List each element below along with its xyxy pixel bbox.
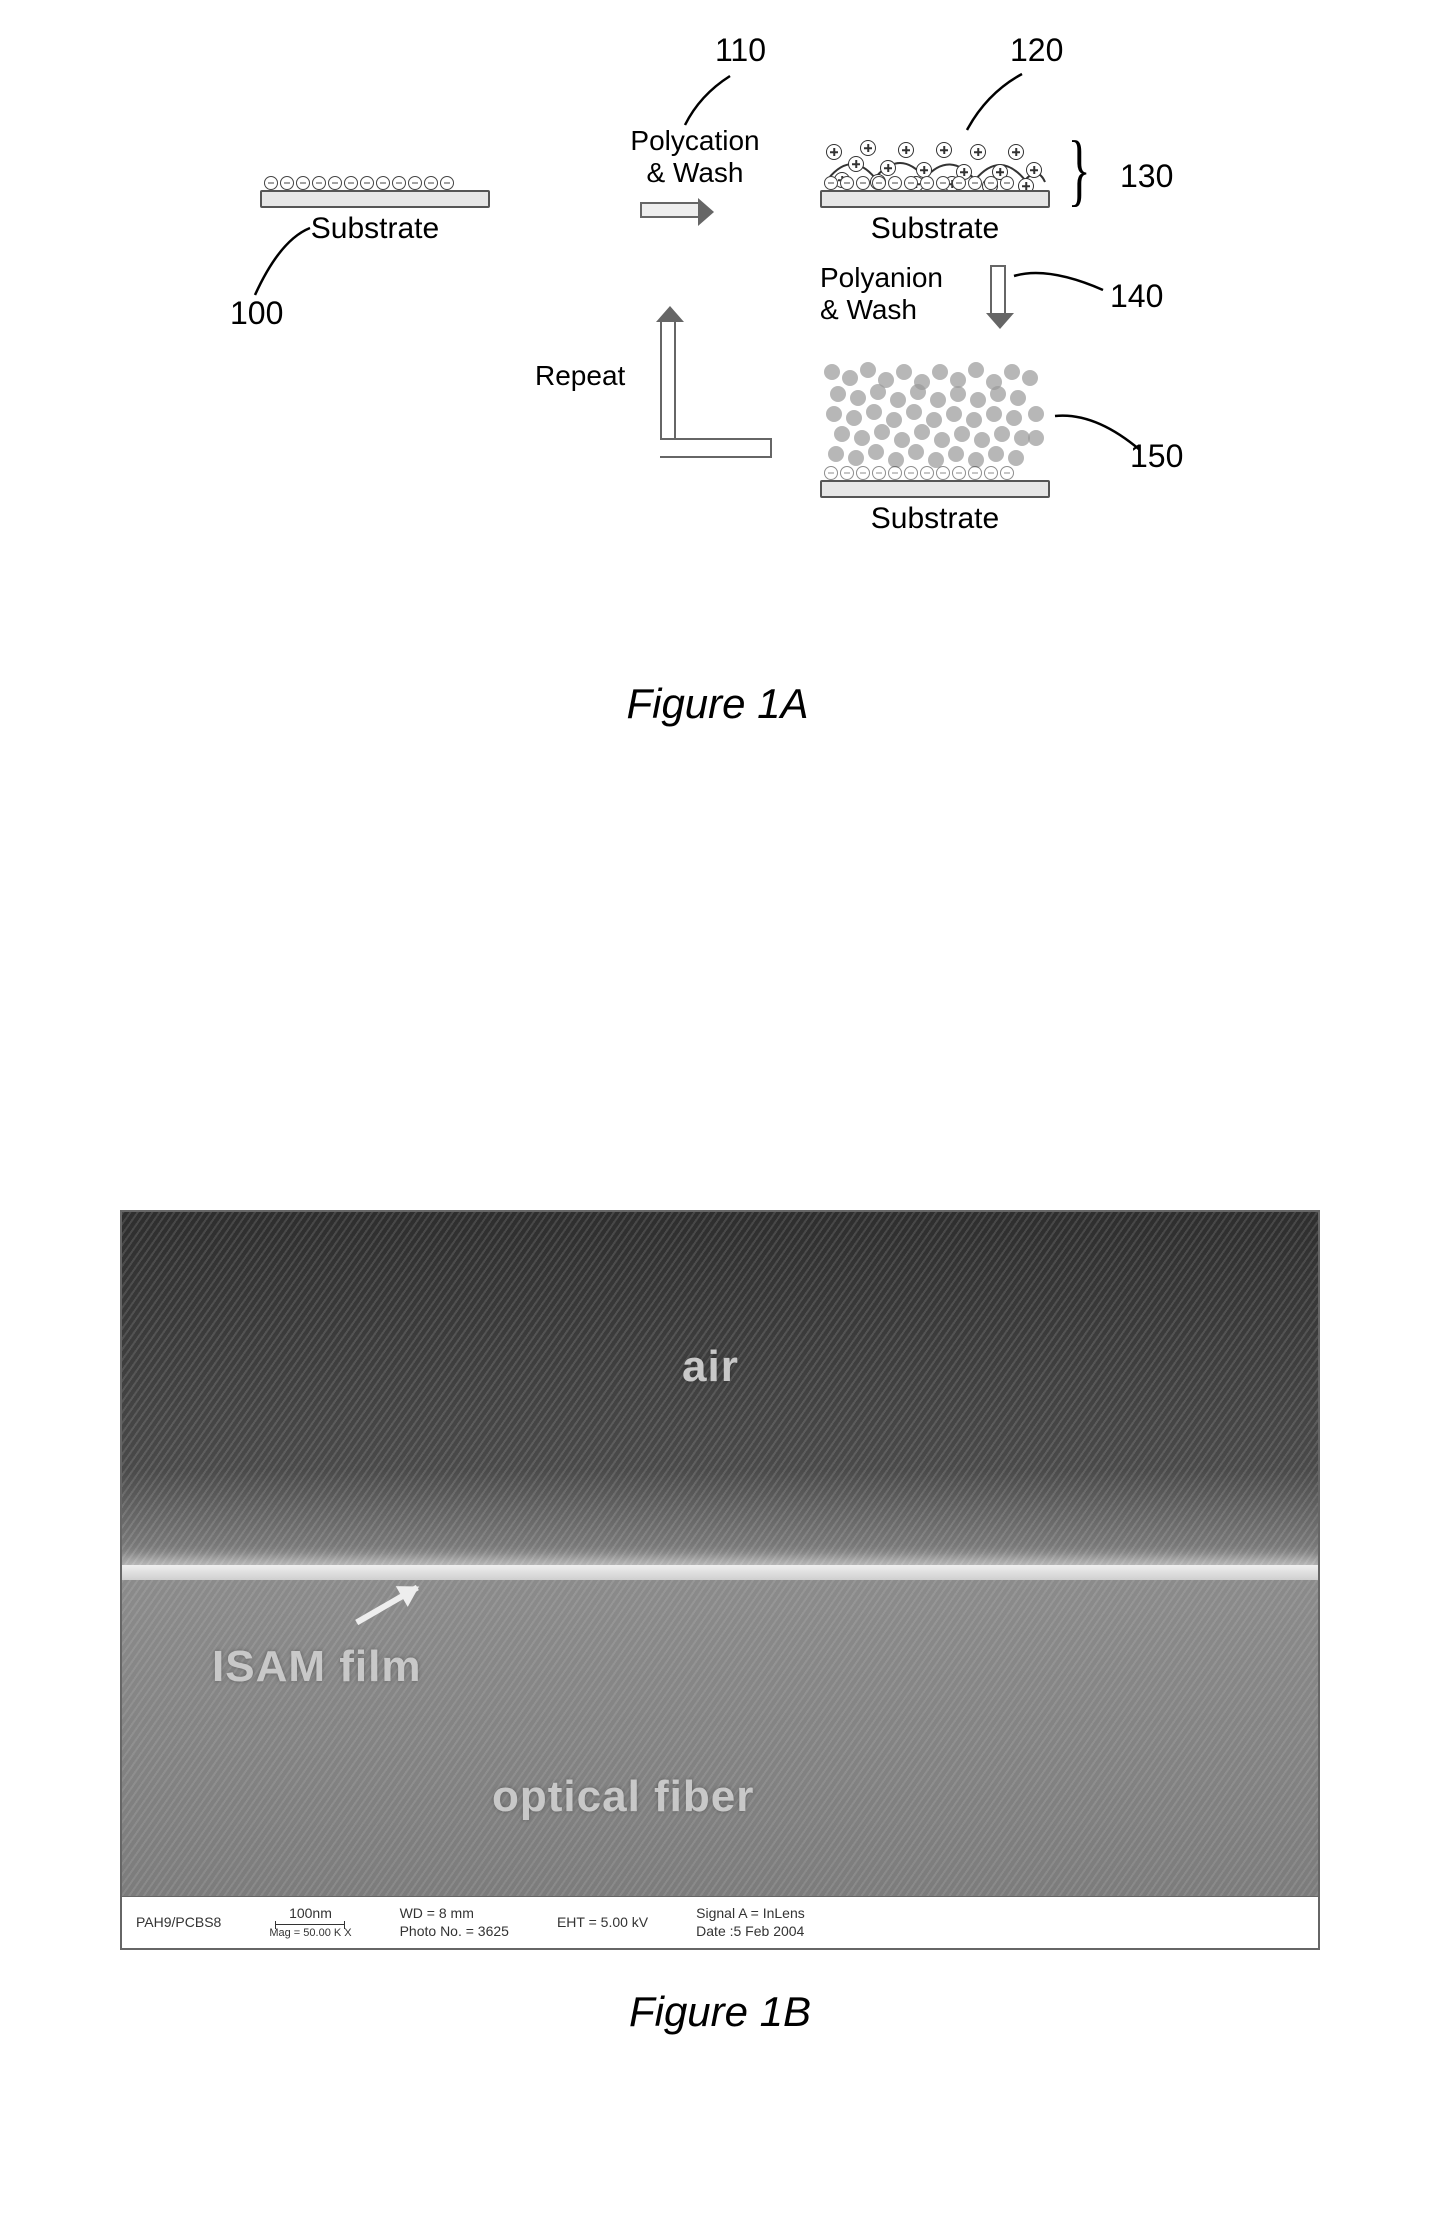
- sem-footer: PAH9/PCBS8 100nm Mag = 50.00 K X WD = 8 …: [122, 1896, 1318, 1948]
- figure-1a-caption: Figure 1A: [0, 680, 1435, 728]
- step-repeat-label: Repeat: [535, 360, 625, 392]
- anion-row-2: [824, 176, 1046, 190]
- anion-row: [264, 176, 486, 190]
- sem-signal: Signal A = InLens Date :5 Feb 2004: [696, 1906, 805, 1939]
- substrate-1: Substrate: [260, 190, 490, 208]
- substrate-2: Substrate: [820, 190, 1050, 208]
- figure-1b: air ISAM film optical fiber PAH9/PCBS8 1…: [120, 1210, 1320, 2036]
- sem-eht: EHT = 5.00 kV: [557, 1915, 648, 1930]
- sem-label-film: ISAM film: [212, 1642, 421, 1692]
- arrow-polycation: [640, 202, 700, 218]
- anion-row-3: [824, 466, 1046, 480]
- ref-130: 130: [1120, 158, 1173, 195]
- sem-label-fiber: optical fiber: [492, 1772, 754, 1822]
- ref-100: 100: [230, 295, 283, 332]
- polyanion-stack: [820, 360, 1050, 480]
- sem-label-air: air: [682, 1342, 739, 1392]
- arrow-repeat: [660, 320, 676, 440]
- substrate-3: Substrate: [820, 480, 1050, 498]
- leader-140: [1008, 266, 1118, 316]
- ref-140: 140: [1110, 278, 1163, 315]
- ref-110: 110: [715, 32, 766, 69]
- figure-1a: Substrate 100 Polycation & Wash 110: [260, 70, 1260, 690]
- sem-sample: PAH9/PCBS8: [136, 1915, 221, 1930]
- sem-scale: 100nm Mag = 50.00 K X: [269, 1906, 351, 1938]
- ref-120: 120: [1010, 32, 1063, 69]
- arrow-polyanion: [990, 265, 1006, 315]
- substrate-2-label: Substrate: [820, 212, 1050, 246]
- brace-130: }: [1068, 125, 1091, 216]
- figure-1b-caption: Figure 1B: [120, 1988, 1320, 2036]
- sem-wd: WD = 8 mm Photo No. = 3625: [400, 1906, 509, 1939]
- ref-150: 150: [1130, 438, 1183, 475]
- step-polyanion-label: Polyanion & Wash: [820, 262, 970, 326]
- sem-micrograph: air ISAM film optical fiber PAH9/PCBS8 1…: [120, 1210, 1320, 1950]
- substrate-3-label: Substrate: [820, 502, 1050, 536]
- leader-110: [680, 70, 760, 135]
- leader-120: [962, 68, 1047, 143]
